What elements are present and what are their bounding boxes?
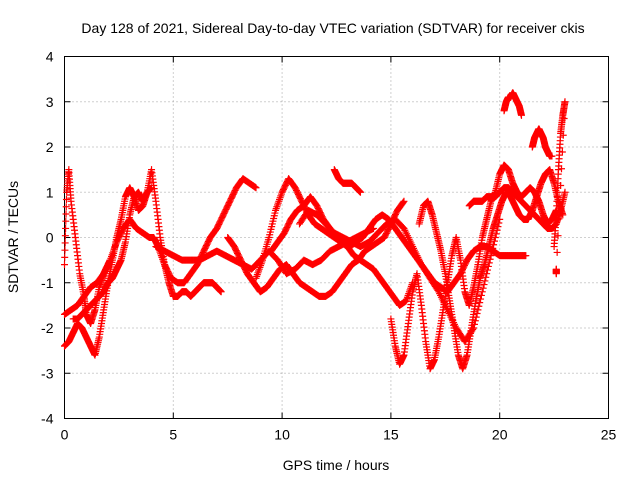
series-arc-14 <box>500 89 525 119</box>
y-tick-label: 2 <box>46 139 54 155</box>
chart-title: Day 128 of 2021, Sidereal Day-to-day VTE… <box>81 20 584 36</box>
x-tick-labels: 0 5 10 15 20 25 <box>61 427 617 443</box>
x-tick-label: 10 <box>274 427 290 443</box>
data-point <box>62 224 70 232</box>
y-tick-label: -1 <box>41 275 54 291</box>
x-tick-label: 0 <box>61 427 69 443</box>
data-point <box>62 203 70 211</box>
data-point <box>106 257 114 265</box>
series-arc-4 <box>69 184 156 323</box>
data-point <box>479 284 487 292</box>
data-point <box>148 184 156 192</box>
data-point <box>561 188 569 196</box>
series-arc-16 <box>550 98 569 278</box>
data-points <box>61 89 569 373</box>
data-point <box>62 217 70 225</box>
y-axis-label: SDTVAR / TECUs <box>5 181 21 293</box>
data-point <box>61 261 68 269</box>
y-tick-labels: -4 -3 -2 -1 0 1 2 3 4 <box>41 49 54 427</box>
data-point <box>61 253 69 261</box>
data-point <box>476 299 484 307</box>
x-axis-label: GPS time / hours <box>283 457 390 473</box>
data-point <box>61 239 69 247</box>
x-tick-label: 20 <box>492 427 508 443</box>
y-tick-label: -2 <box>41 320 54 336</box>
data-point <box>61 246 69 254</box>
series-arc-11 <box>387 161 560 373</box>
y-tick-label: -4 <box>41 411 54 427</box>
series-arc-15 <box>528 125 556 160</box>
x-tick-label: 5 <box>169 427 177 443</box>
data-point <box>217 288 225 296</box>
x-tick-label: 25 <box>601 427 617 443</box>
y-tick-label: 1 <box>46 184 54 200</box>
data-point <box>62 195 70 203</box>
y-tick-label: 3 <box>46 94 54 110</box>
x-tick-label: 15 <box>383 427 399 443</box>
series-arc-3 <box>61 175 260 318</box>
data-point <box>477 291 485 299</box>
data-point <box>252 184 260 192</box>
y-tick-label: 4 <box>46 49 54 65</box>
series-arc-1 <box>61 166 114 327</box>
data-point <box>61 232 69 240</box>
series-arc-10 <box>330 166 364 196</box>
data-point <box>62 210 70 218</box>
y-tick-label: -3 <box>41 365 54 381</box>
y-tick-label: 0 <box>46 230 54 246</box>
